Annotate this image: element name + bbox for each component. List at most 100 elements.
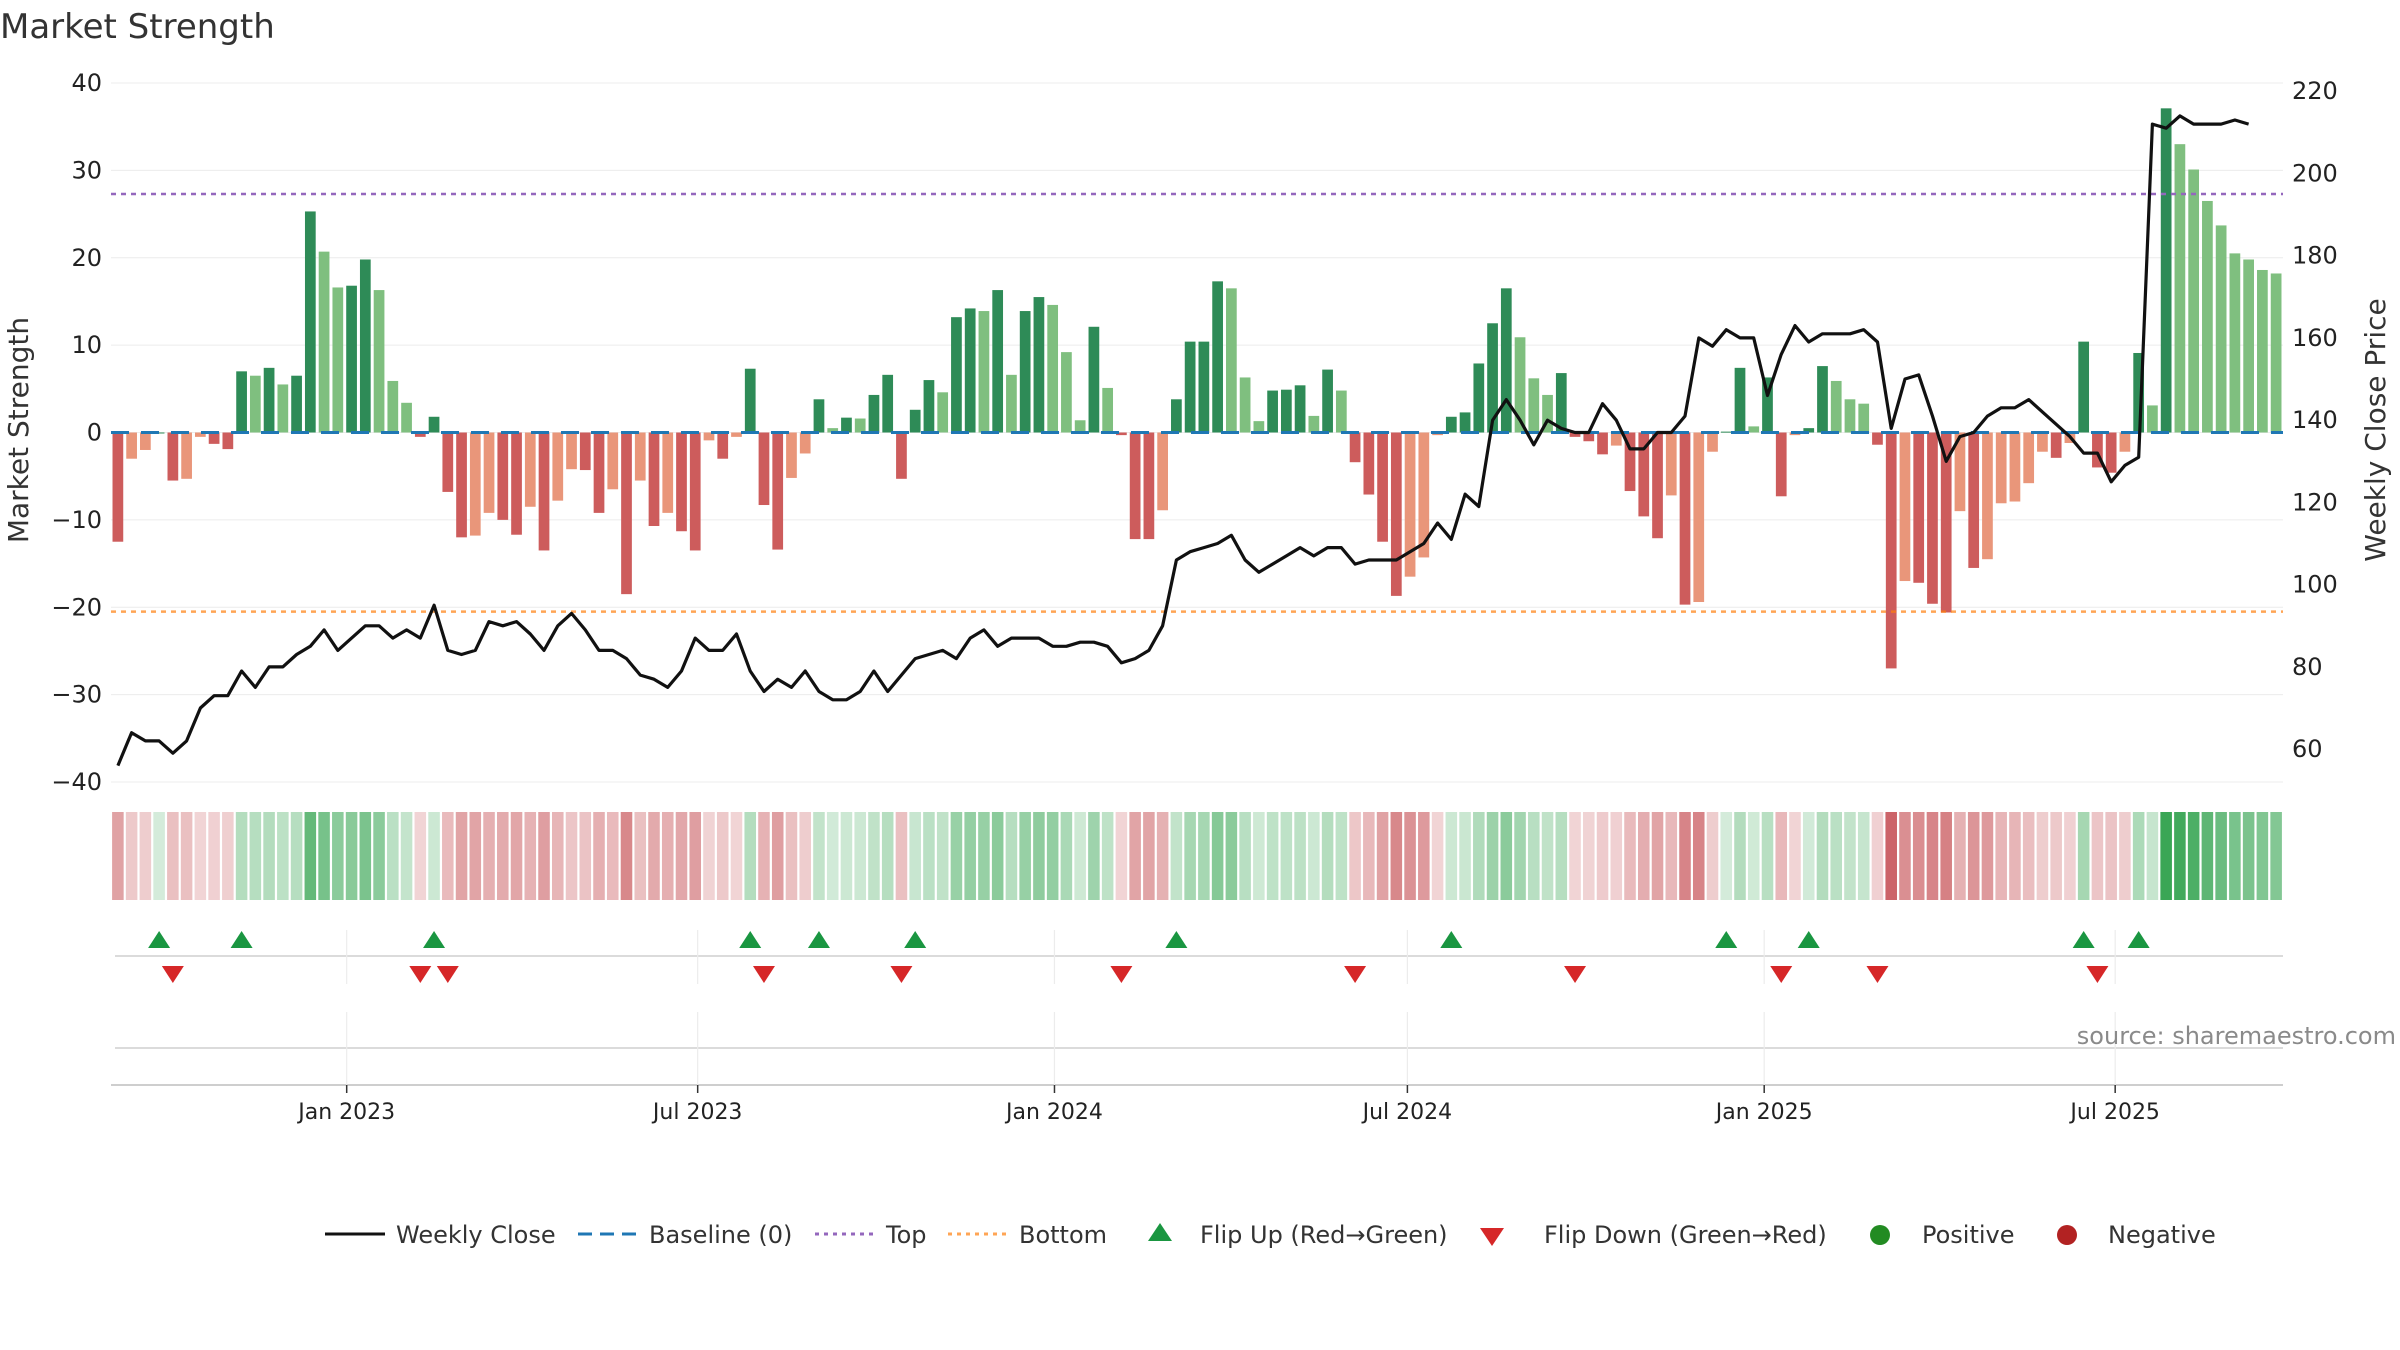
heat-cell xyxy=(1528,812,1540,900)
heat-cell xyxy=(854,812,866,900)
strength-bar xyxy=(1033,297,1045,433)
heat-cell xyxy=(551,812,564,900)
strength-bar xyxy=(868,394,880,433)
strength-bar xyxy=(181,432,192,479)
strength-bar xyxy=(648,432,660,526)
heat-cell xyxy=(1885,812,1897,900)
y2-tick-label: 100 xyxy=(2292,571,2338,599)
strength-bar xyxy=(524,432,536,507)
strength-bar xyxy=(318,251,330,433)
heat-cell xyxy=(1211,812,1224,900)
y2-tick-label: 220 xyxy=(2292,77,2338,105)
strength-bar xyxy=(1487,323,1498,433)
strength-bar xyxy=(2188,169,2200,433)
strength-bar xyxy=(1940,432,1952,613)
heat-cell xyxy=(2064,812,2076,900)
y2-tick-label: 200 xyxy=(2292,159,2338,187)
heat-cell xyxy=(277,812,289,900)
strength-bar xyxy=(1720,431,1732,433)
heat-cell xyxy=(428,812,440,900)
heat-cell xyxy=(895,812,908,900)
flip-down-marker xyxy=(161,966,184,983)
legend-flip-down-marker xyxy=(1480,1228,1504,1246)
heat-cell xyxy=(1294,812,1306,900)
y2-tick-label: 60 xyxy=(2292,735,2323,763)
heat-cell xyxy=(1046,812,1059,900)
flip-down-marker xyxy=(1770,966,1793,983)
strength-bar xyxy=(1102,387,1114,433)
heat-cell xyxy=(1033,812,1045,900)
heat-cell xyxy=(1253,812,1265,900)
heat-cell xyxy=(469,812,482,900)
strength-bar xyxy=(304,211,316,433)
heat-cell xyxy=(112,812,124,900)
strength-bar xyxy=(1088,326,1100,433)
strength-bar xyxy=(1267,390,1278,433)
strength-bar xyxy=(2147,405,2158,433)
heat-cell xyxy=(222,812,234,900)
heat-cell xyxy=(1720,812,1733,900)
flip-up-marker xyxy=(148,931,171,948)
strength-bar xyxy=(1335,390,1347,433)
heat-cell xyxy=(758,812,770,900)
heat-cell xyxy=(359,812,372,900)
strength-bar xyxy=(2215,225,2227,433)
heat-cell xyxy=(318,812,330,900)
strength-bar xyxy=(1569,432,1581,437)
strength-bar xyxy=(1817,366,1828,433)
strength-bar xyxy=(2037,432,2048,452)
heat-cell xyxy=(689,812,702,900)
weekly-close-path xyxy=(116,114,2250,767)
heat-cell xyxy=(813,812,825,900)
strength-bar xyxy=(2229,253,2241,433)
heat-cell xyxy=(1514,812,1526,900)
strength-bar xyxy=(401,402,412,433)
heat-cell xyxy=(868,812,880,900)
heat-cell xyxy=(716,812,729,900)
heat-cell xyxy=(1679,812,1691,900)
strength-bar xyxy=(483,432,495,513)
strength-bar xyxy=(1061,352,1072,433)
heat-cell xyxy=(2105,812,2117,900)
strength-bar xyxy=(1858,403,1870,433)
heat-cell xyxy=(1376,812,1389,900)
x-axis-ticks: Jan 2023 Jul 2023 Jan 2024 Jul 2024 Jan 2025… xyxy=(296,1085,2160,1125)
strength-bar xyxy=(2243,259,2254,433)
heat-cell xyxy=(290,812,303,900)
strength-heat-strip xyxy=(112,812,2282,900)
strength-bar xyxy=(937,392,949,433)
heat-cell xyxy=(1459,812,1471,900)
heat-cell xyxy=(2201,812,2214,900)
strength-bar xyxy=(112,432,124,542)
heat-cell xyxy=(235,812,248,900)
y-tick-label: 30 xyxy=(71,156,102,184)
heat-cell xyxy=(1266,812,1279,900)
heat-cell xyxy=(1651,812,1664,900)
strength-bar xyxy=(1638,432,1650,517)
strength-bar xyxy=(1775,432,1787,497)
strength-bar xyxy=(222,432,234,450)
reference-lines xyxy=(111,192,2283,613)
strength-bar xyxy=(497,432,509,520)
heat-cell xyxy=(497,812,509,900)
strength-bar xyxy=(827,428,839,433)
strength-bar xyxy=(634,432,646,481)
strength-bar xyxy=(194,432,206,437)
heat-cell xyxy=(1583,812,1595,900)
heat-cell xyxy=(400,812,413,900)
heat-cell xyxy=(1184,812,1196,900)
heat-cell xyxy=(2036,812,2049,900)
legend-negative-marker xyxy=(2057,1225,2077,1245)
y-tick-label: 10 xyxy=(71,331,102,359)
strength-bar xyxy=(442,432,454,492)
heat-cell xyxy=(2270,812,2282,900)
legend: Weekly Close Baseline (0) Top Bottom Fli… xyxy=(325,1221,2216,1249)
flip-up-marker xyxy=(1715,931,1738,948)
heat-cell xyxy=(2050,812,2062,900)
heat-cell xyxy=(1115,812,1128,900)
heat-cell xyxy=(442,812,454,900)
strength-bar xyxy=(2174,144,2186,433)
legend-positive: Positive xyxy=(1922,1221,2015,1249)
heat-cell xyxy=(524,812,537,900)
flip-down-marker xyxy=(752,966,775,983)
